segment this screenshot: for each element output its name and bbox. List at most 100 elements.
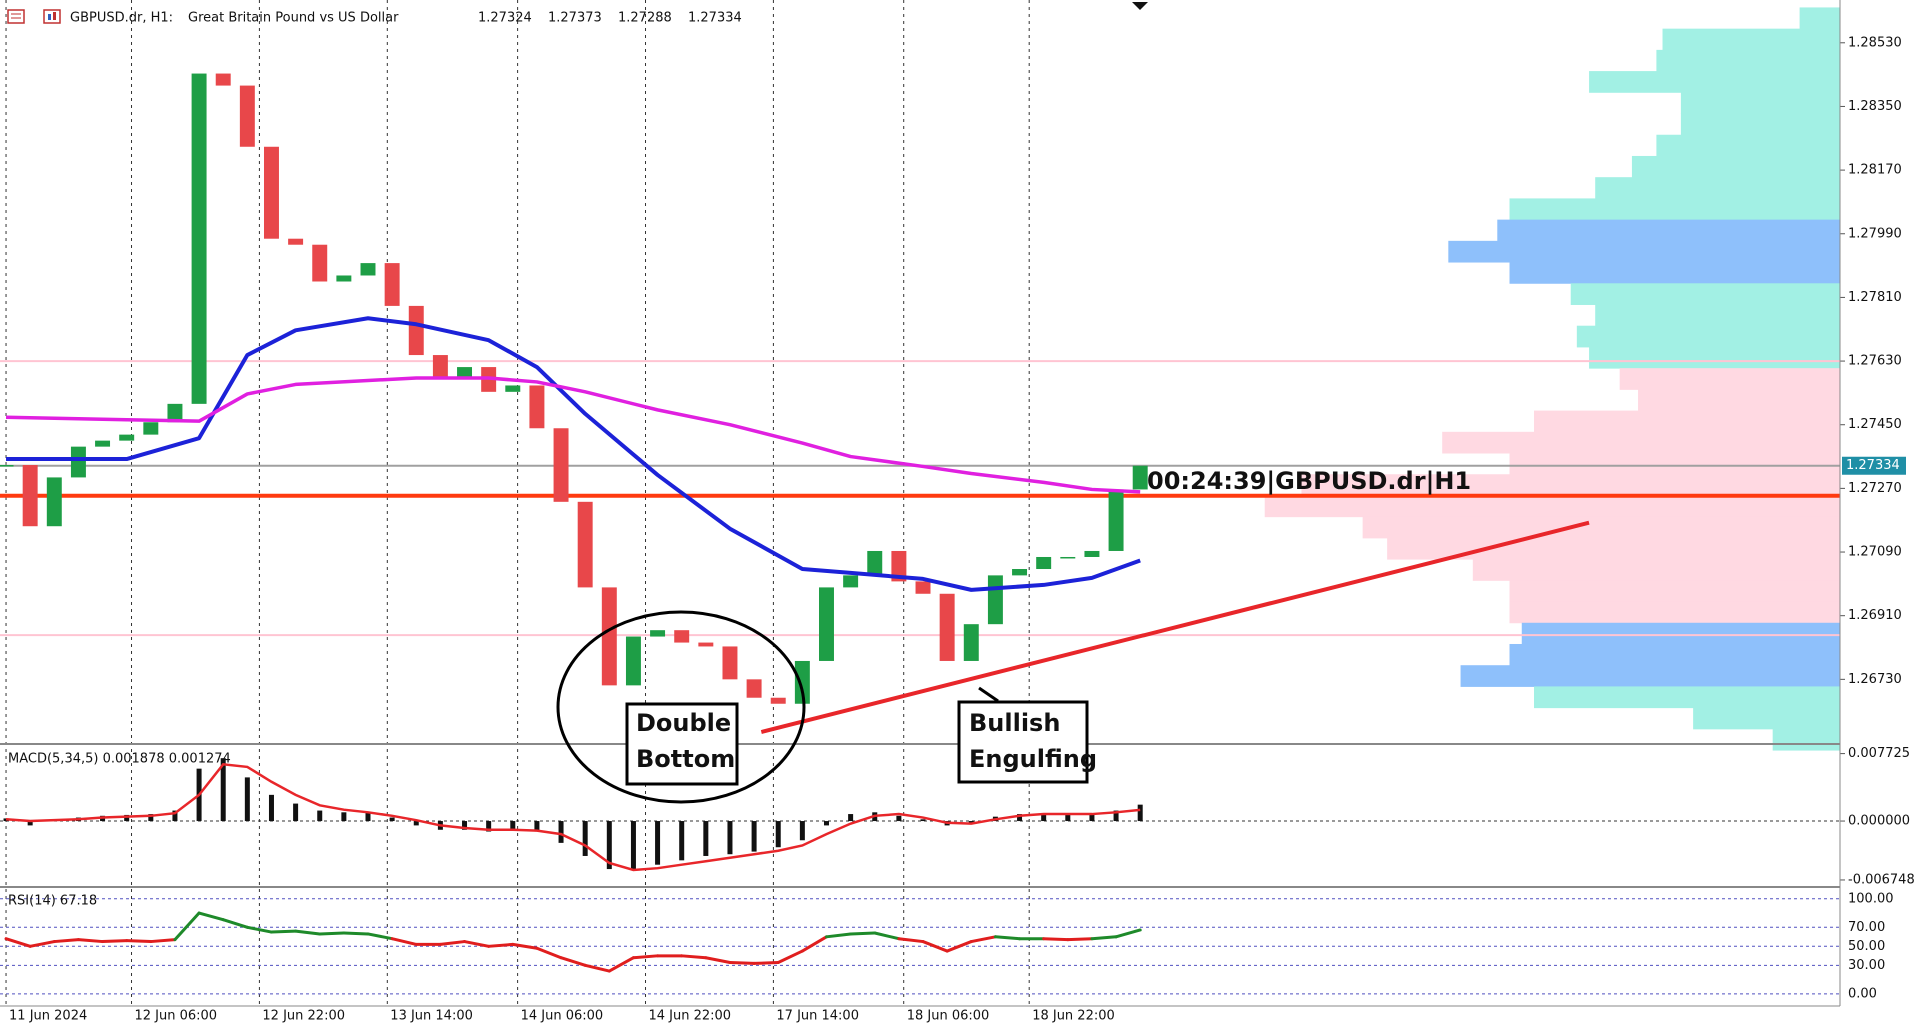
candle (239, 85, 255, 147)
volume-profile-bar (1576, 325, 1840, 348)
rsi-segment (342, 931, 370, 936)
macd-bar (1017, 814, 1023, 822)
rsi-segment (487, 942, 515, 948)
rsi-segment (607, 956, 635, 973)
chart-icon[interactable] (43, 9, 61, 24)
rsi-segment (728, 960, 756, 965)
menu-icon[interactable] (7, 9, 25, 24)
rsi-segment (1114, 928, 1142, 939)
symbol: GBPUSD.dr, H1: (70, 11, 173, 26)
rsi-segment (1090, 935, 1118, 941)
y-tick-label: 1.27090 (1848, 545, 1902, 560)
macd-bar (1089, 813, 1095, 822)
rsi-segment (535, 946, 563, 960)
macd-bar (655, 821, 661, 865)
y-tick-label: 1.28350 (1848, 99, 1902, 114)
candle (722, 646, 738, 680)
y-tick-label: 1.27270 (1848, 481, 1902, 496)
rsi-segment (945, 940, 973, 953)
candle (891, 550, 907, 582)
macd-bar (727, 821, 733, 855)
macd-bar (534, 821, 540, 832)
volume-profile-bar (1521, 622, 1840, 645)
macd-bar (775, 821, 781, 848)
rsi-segment (125, 939, 153, 944)
macd-bar (27, 821, 33, 826)
macd-bar (148, 814, 154, 822)
rsi-segment (704, 956, 732, 964)
rsi-segment (969, 935, 997, 944)
rsi-segment (921, 940, 949, 953)
volume-profile-bar (1534, 686, 1840, 709)
rsi-segment (849, 931, 877, 936)
rsi-segment (800, 935, 828, 953)
macd-bar (220, 758, 226, 822)
volume-profile-bar (1631, 155, 1840, 178)
moving-average (6, 316, 1141, 592)
volume-profile-bar (1509, 601, 1840, 624)
candle (360, 263, 376, 276)
x-tick-label: 17 Jun 14:00 (776, 1009, 859, 1024)
candle (1012, 569, 1028, 576)
current-price-box (1842, 456, 1906, 475)
x-tick-label: 18 Jun 06:00 (907, 1009, 990, 1024)
macd-bar (510, 821, 516, 830)
rsi-segment (318, 931, 346, 936)
rsi-segment (824, 932, 853, 939)
volume-profile-bar (1460, 665, 1840, 687)
macd-bar (896, 815, 902, 822)
rsi-y-tick-label: 70.00 (1848, 920, 1885, 935)
x-tick-label: 11 Jun 2024 (9, 1009, 87, 1024)
volume-profile-bar (1772, 728, 1840, 751)
candle (625, 636, 641, 686)
rsi-segment (294, 929, 322, 936)
rsi-segment (463, 940, 491, 948)
rsi-y-tick-label: 0.00 (1848, 986, 1877, 1001)
rsi-segment (4, 937, 32, 948)
macd-bar (1113, 810, 1119, 822)
annotation-pointer (978, 686, 999, 703)
annotation-text: Bottom (636, 745, 735, 773)
ohlc-value: 1.27288 (618, 11, 672, 26)
candle (95, 440, 111, 447)
volume-profile-bar (1509, 580, 1840, 603)
y-tick-label: 1.27990 (1848, 226, 1902, 241)
macd-bar (799, 821, 805, 841)
volume-profile-bar (1799, 7, 1840, 30)
candle (867, 550, 883, 576)
candle (915, 581, 931, 594)
candle (432, 355, 448, 380)
volume-profile-bar (1656, 49, 1840, 72)
macd-bar (1137, 804, 1143, 822)
volume-profile-bar (1472, 559, 1840, 581)
candle (46, 477, 62, 527)
double-bottom-ellipse (556, 610, 806, 804)
rsi-segment (559, 956, 587, 967)
annotation-box (957, 700, 1089, 784)
current-price-label: 1.27334 (1846, 458, 1900, 473)
macd-bar (823, 821, 829, 826)
rsi-segment (583, 963, 611, 973)
macd-bar (703, 821, 709, 856)
candle (336, 275, 352, 282)
macd-signal (5, 762, 1141, 872)
annotation-text: Bullish (969, 709, 1060, 737)
timer: 00:24:39|GBPUSD.dr|H1 (1147, 467, 1471, 495)
x-tick-label: 18 Jun 22:00 (1032, 1009, 1115, 1024)
volume-profile-bar (1362, 516, 1840, 539)
volume-profile-bar (1301, 474, 1840, 496)
macd-bar (606, 821, 612, 870)
candle (215, 73, 231, 86)
y-tick-label: 1.27450 (1848, 417, 1902, 432)
candle (746, 679, 762, 698)
y-tick-label: 1.26910 (1848, 608, 1902, 623)
rsi-segment (1042, 937, 1070, 942)
shift-marker[interactable] (1132, 2, 1148, 10)
front-layer: 1.27324 1.27373 1.27288 1.27334 11 Jun 2024 1… (9, 11, 1915, 1024)
x-tick-label: 13 Jun 14:00 (390, 1009, 473, 1024)
annotation-text: Engulfing (969, 745, 1097, 773)
macd-bar (413, 821, 419, 826)
rsi-y-tick-label: 100.00 (1848, 891, 1894, 906)
rsi-segment (680, 954, 708, 960)
macd-bar (244, 777, 250, 822)
